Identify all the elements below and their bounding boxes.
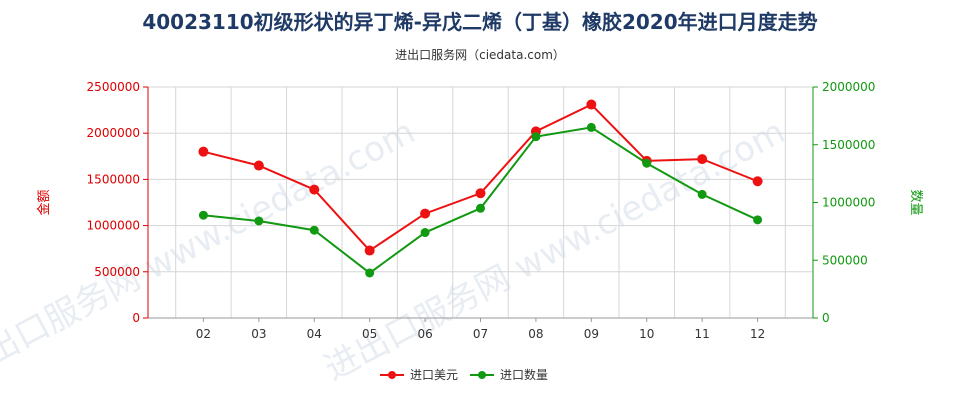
legend-label: 进口美元: [410, 368, 458, 382]
series-1-point: [253, 160, 264, 171]
y-left-tick-label: 1500000: [87, 172, 140, 186]
chart-subtitle: 进出口服务网（ciedata.com）: [395, 48, 565, 62]
series-1-point: [420, 208, 431, 219]
x-tick-label: 05: [362, 327, 377, 341]
y-right-tick-label: 1500000: [822, 138, 875, 152]
y-left-tick-label: 500000: [94, 265, 140, 279]
series-1-point: [364, 245, 375, 256]
y-left-tick-label: 0: [132, 311, 140, 325]
series-2-point: [476, 203, 485, 213]
y-left-tick-label: 2000000: [87, 126, 140, 140]
series-1-point: [198, 146, 209, 157]
series-2-point: [697, 189, 707, 199]
y-right-tick-label: 500000: [822, 253, 868, 267]
x-tick-label: 09: [584, 327, 599, 341]
x-tick-label: 06: [417, 327, 432, 341]
series-2-point: [642, 158, 652, 168]
x-tick-label: 03: [251, 327, 266, 341]
y-right-tick-label: 2000000: [822, 80, 875, 94]
series-1-point: [752, 176, 763, 187]
series-2-point: [420, 228, 430, 238]
series-1-point: [475, 188, 486, 199]
y-right-tick-label: 1000000: [822, 196, 875, 210]
legend-label: 进口数量: [500, 367, 548, 382]
x-tick-label: 11: [695, 327, 710, 341]
y-right-axis-label: 数量: [908, 189, 923, 215]
y-left-axis-label: 金额: [36, 189, 52, 215]
series-1-point: [309, 184, 320, 195]
x-tick-label: 08: [528, 327, 543, 341]
x-tick-label: 12: [750, 327, 765, 341]
series-2-point: [309, 225, 319, 235]
y-left-tick-label: 2500000: [87, 80, 140, 94]
legend-swatch-marker: [388, 371, 396, 379]
series-2-point: [586, 122, 596, 132]
series-2-point: [254, 216, 264, 226]
x-tick-label: 02: [196, 327, 211, 341]
series-2-point: [531, 132, 541, 142]
y-left-tick-label: 1000000: [87, 219, 140, 233]
x-tick-label: 07: [473, 327, 488, 341]
legend-swatch-marker: [478, 371, 486, 379]
series-2-point: [198, 210, 208, 220]
series-2-point: [753, 215, 763, 225]
series-1-point: [697, 154, 708, 165]
x-tick-label: 10: [639, 327, 654, 341]
x-tick-label: 04: [307, 327, 322, 341]
chart-title: 40023110初级形状的异丁烯-异戊二烯（丁基）橡胶2020年进口月度走势: [142, 10, 818, 34]
series-1-point: [586, 99, 597, 110]
series-2-point: [365, 268, 375, 278]
y-right-tick-label: 0: [822, 311, 830, 325]
